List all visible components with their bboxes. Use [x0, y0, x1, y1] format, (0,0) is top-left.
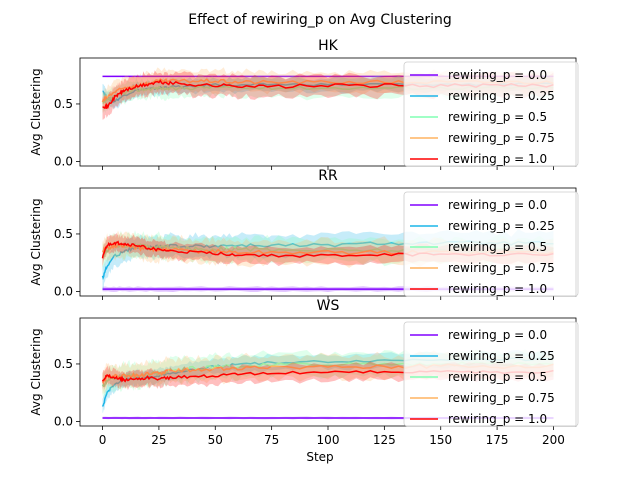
panel-ws: 0.0 0.5 0 25 50 75 100 125 150 175 200 WS Avg Cluste… [29, 298, 579, 447]
legend-label: rewiring_p = 0.75 [448, 131, 555, 145]
panel-rr: 0.0 0.5 RR Avg Clustering rewiring_p = 0.0 re… [29, 168, 579, 300]
legend-box [403, 191, 579, 297]
legend-label: rewiring_p = 0.25 [448, 89, 555, 103]
panel-title: RR [318, 168, 338, 184]
x-tick-label: 125 [373, 433, 396, 447]
series-line-4 [101, 369, 554, 383]
series-line-1 [101, 240, 554, 281]
legend-label: rewiring_p = 0.25 [448, 219, 555, 233]
y-tick-label: 0.5 [54, 357, 73, 371]
series-line-4 [101, 240, 554, 259]
x-tick-label: 200 [542, 433, 565, 447]
series-line-3 [101, 78, 554, 103]
series-line-3 [101, 363, 554, 385]
legend-label: rewiring_p = 1.0 [448, 282, 547, 296]
legend-label: rewiring_p = 0.75 [448, 261, 555, 275]
x-axis-label: Step [306, 450, 333, 464]
legend-label: rewiring_p = 1.0 [448, 152, 547, 166]
x-tick-label: 150 [429, 433, 452, 447]
x-tick-label: 100 [317, 433, 340, 447]
legend-label: rewiring_p = 0.75 [448, 391, 555, 405]
x-tick-label: 25 [151, 433, 166, 447]
x-tick-label: 0 [99, 433, 107, 447]
figure-suptitle: Effect of rewiring_p on Avg Clustering [188, 12, 451, 28]
y-axis-label: Avg Clustering [29, 198, 43, 285]
panel-hk: 0.0 0.5 HK Avg Clustering rewiring_p = 0.0 re… [29, 38, 579, 170]
legend-label: rewiring_p = 0.0 [448, 328, 547, 342]
y-tick-label: 0.5 [54, 97, 73, 111]
series-line-4 [102, 79, 554, 110]
x-tick-label: 50 [208, 433, 223, 447]
panel-title: HK [318, 38, 339, 54]
legend-label: rewiring_p = 0.5 [448, 110, 547, 124]
y-tick-label: 0.5 [54, 227, 73, 241]
legend-label: rewiring_p = 1.0 [448, 412, 547, 426]
y-tick-label: 0.0 [54, 284, 73, 298]
y-tick-label: 0.0 [54, 154, 73, 168]
legend-box [403, 61, 579, 167]
y-axis-label: Avg Clustering [29, 328, 43, 415]
panel-title: WS [317, 298, 340, 314]
y-tick-label: 0.0 [54, 414, 73, 428]
legend-label: rewiring_p = 0.0 [448, 68, 547, 82]
x-tick-label: 175 [486, 433, 509, 447]
x-tick-label: 75 [264, 433, 279, 447]
legend-label: rewiring_p = 0.5 [448, 370, 547, 384]
legend-box [403, 321, 579, 427]
series-line-1 [102, 82, 554, 103]
legend-label: rewiring_p = 0.5 [448, 240, 547, 254]
legend-label: rewiring_p = 0.25 [448, 349, 555, 363]
y-axis-label: Avg Clustering [29, 68, 43, 155]
legend-label: rewiring_p = 0.0 [448, 198, 547, 212]
